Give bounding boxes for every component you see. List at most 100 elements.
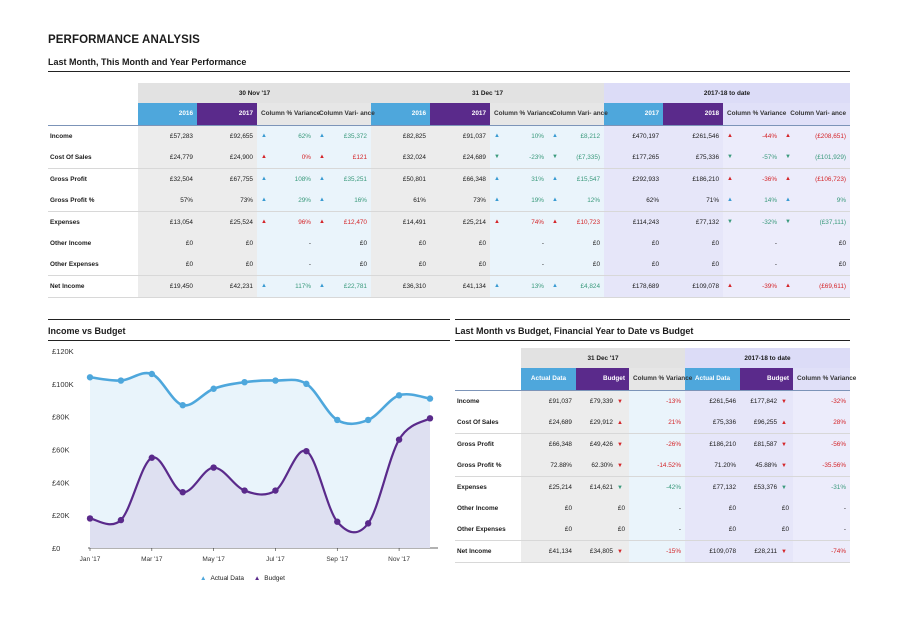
variance-cell: £0	[315, 254, 371, 276]
value-cell: £50,801	[371, 168, 430, 190]
data-point	[303, 447, 310, 455]
x-tick-label: Jul '17	[266, 556, 285, 563]
variance-cell: ▲ 12%	[548, 190, 605, 212]
variance-cell: ▼ (£101,929)	[781, 147, 851, 169]
value-cell: £470,197	[604, 125, 664, 147]
data-point	[241, 378, 248, 386]
cell-value: £14,491	[402, 219, 426, 226]
data-point	[210, 464, 217, 471]
variance-cell: ▲ £4,824	[548, 275, 605, 298]
cell-value: £82,825	[402, 133, 426, 140]
variance-cell: ▲ 16%	[315, 190, 371, 212]
series-line	[89, 417, 431, 534]
value-cell: £13,054	[138, 211, 197, 233]
series-area	[90, 418, 430, 548]
table-row: Net Income £41,134 £34,805 ▼ -15% £109,078 £28…	[455, 540, 851, 563]
variance-cell: -32%	[793, 390, 851, 412]
value-cell: £96,255 ▲	[740, 412, 794, 434]
table-row: Cost Of Sales £24,779 £24,900 ▲ 0% ▲ £121 £32,0…	[48, 147, 851, 169]
cell-value: 57%	[180, 197, 193, 204]
cell-value: 29%	[298, 197, 311, 204]
variance-cell: ▼ -57%	[723, 147, 782, 169]
value-cell: £261,546	[685, 390, 741, 412]
cell-value: £29,912	[589, 419, 613, 426]
column-header: 2017	[604, 103, 664, 126]
arrow-up-icon: ▲	[727, 176, 733, 182]
arrow-up-icon: ▲	[319, 176, 325, 182]
cell-value: £0	[592, 261, 601, 268]
arrow-up-icon: ▲	[319, 133, 325, 139]
table-row: Cost Of Sales £24,689 £29,912 ▲ 21% £75,336 £9…	[455, 412, 851, 434]
arrow-up-icon: ▲	[319, 283, 325, 289]
y-tick-label: £100K	[52, 380, 74, 389]
cell-value: £0	[245, 240, 253, 247]
variance-cell: -	[629, 498, 686, 519]
value-cell: £24,689	[521, 412, 576, 434]
cell-value: -	[678, 526, 682, 533]
variance-cell: 21%	[629, 412, 686, 434]
value-cell: £34,805 ▼	[576, 540, 629, 563]
variance-cell: ▲ £121	[315, 147, 371, 169]
cell-value: 73%	[240, 197, 253, 204]
table-row: Net Income £19,450 £42,231 ▲ 117% ▲ £22,781 £36…	[48, 275, 851, 298]
variance-cell: -15%	[629, 540, 686, 563]
value-cell: £0	[371, 254, 430, 276]
arrow-down-icon: ▼	[781, 463, 787, 469]
cell-value: £81,587	[753, 441, 778, 448]
variance-cell: -42%	[629, 476, 686, 498]
cell-value: £186,210	[709, 441, 737, 448]
group-header: 2017-18 to date	[604, 83, 851, 103]
row-label: Expenses	[48, 211, 138, 233]
cell-value: -36%	[762, 176, 778, 183]
cell-value: £75,336	[695, 154, 720, 161]
cell-value: £261,546	[692, 133, 720, 140]
cell-value: £28,211	[754, 548, 778, 555]
cell-value: 62%	[298, 133, 311, 140]
cell-value: £0	[359, 240, 367, 247]
variance-cell: -	[793, 498, 851, 519]
cell-value: £77,132	[712, 484, 737, 491]
value-cell: £292,933	[604, 168, 664, 190]
cell-value: 45.88%	[755, 462, 778, 469]
value-cell: £0	[430, 254, 490, 276]
cell-value: £91,037	[462, 133, 486, 140]
value-cell: £77,132	[663, 211, 724, 233]
value-cell: £32,024	[371, 147, 430, 169]
cell-value: £0	[728, 505, 737, 512]
row-label: Gross Profit	[455, 433, 521, 455]
table-row: Income £57,283 £92,655 ▲ 62% ▲ £35,372 £82,825 £…	[48, 125, 851, 147]
value-cell: £0	[197, 254, 257, 276]
value-cell: 73%	[197, 190, 257, 212]
x-tick-label: Sep '17	[326, 556, 348, 563]
cell-value: £91,037	[548, 398, 572, 405]
value-cell: 57%	[138, 190, 197, 212]
cell-value: £25,524	[229, 219, 253, 226]
table-row: Other Expenses £0 £0 - £0 £0 -	[455, 519, 851, 541]
column-header: Budget	[576, 368, 629, 391]
arrow-up-icon: ▲	[261, 133, 267, 139]
arrow-up-icon: ▲	[617, 420, 623, 426]
value-cell: £25,214	[430, 211, 490, 233]
variance-cell: £0	[548, 233, 605, 254]
cell-value: 10%	[531, 133, 544, 140]
cell-value: £8,212	[580, 133, 601, 140]
value-cell: 62%	[604, 190, 664, 212]
cell-value: -56%	[831, 441, 847, 448]
row-label: Other Income	[50, 240, 92, 247]
table-row: Other Expenses £0 £0 - £0 £0 £0 - £0 £0 £0 - £0	[48, 254, 851, 276]
arrow-down-icon: ▼	[781, 442, 787, 448]
value-cell: 71.20%	[685, 455, 741, 477]
variance-cell: -14.52%	[629, 455, 686, 477]
value-cell: £57,283	[138, 125, 197, 147]
column-header: Column Vari- ance	[781, 103, 851, 126]
cell-value: (£37,111)	[819, 219, 847, 226]
arrow-up-icon: ▲	[261, 219, 267, 225]
cell-value: £14,621	[589, 484, 613, 491]
cell-value: -14.52%	[657, 462, 682, 469]
arrow-up-icon: ▲	[552, 176, 558, 182]
arrow-down-icon: ▼	[617, 442, 623, 448]
table2-title-rule	[455, 340, 850, 341]
row-label: Other Income	[457, 505, 499, 512]
arrow-up-icon: ▲	[552, 197, 558, 203]
arrow-down-icon: ▼	[781, 399, 787, 405]
